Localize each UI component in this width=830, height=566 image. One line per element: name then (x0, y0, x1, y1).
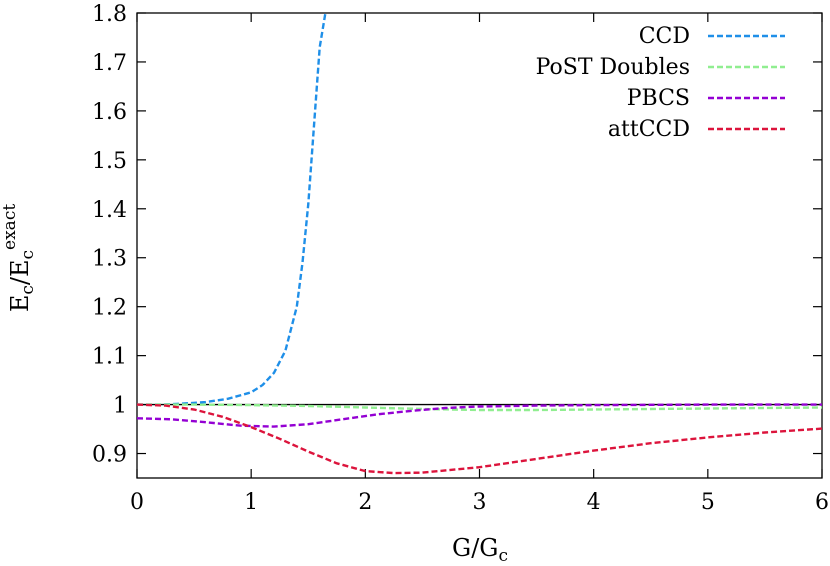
legend-label: PBCS (627, 86, 690, 111)
legend-item: CCD (639, 24, 785, 49)
y-tick-label: 1.6 (92, 100, 127, 125)
y-tick-label: 0.9 (92, 443, 127, 468)
series-line-post-doubles (137, 403, 822, 412)
x-tick-label: 1 (244, 490, 258, 515)
legend-item: PBCS (627, 86, 785, 111)
axes: 0 1 2 3 4 5 6 0.9 1 1.1 1.2 1.3 1.4 1.5 1.6 1.7 1.8 (92, 2, 829, 515)
y-tick-label: 1.5 (92, 149, 127, 174)
y-axis-label: Ec/Ecexact (0, 204, 38, 313)
y-tick-label: 1.7 (92, 51, 127, 76)
legend: CCD PoST Doubles PBCS attCCD (536, 24, 785, 142)
legend-label: CCD (639, 24, 690, 49)
x-tick-label: 4 (587, 490, 601, 515)
y-tick-label: 1.4 (92, 198, 127, 223)
x-tick-label: 0 (130, 490, 144, 515)
plot-frame (136, 12, 823, 479)
legend-label: attCCD (608, 117, 690, 142)
y-tick-label: 1.2 (92, 296, 127, 321)
series-line-attccd (137, 403, 822, 475)
x-tick-label: 5 (701, 490, 715, 515)
series-line-ccd (137, 13, 327, 406)
x-tick-label: 2 (358, 490, 372, 515)
x-tick-label: 6 (815, 490, 829, 515)
y-tick-label: 1 (113, 394, 127, 419)
y-tick-label: 1.3 (92, 247, 127, 272)
series-line-pbcs (137, 403, 822, 428)
x-axis-label: G/Gc (452, 534, 508, 566)
x-tick-label: 3 (473, 490, 487, 515)
y-tick-label: 1.1 (92, 345, 127, 370)
legend-label: PoST Doubles (536, 55, 690, 80)
legend-item: PoST Doubles (536, 55, 785, 80)
series-layer (137, 13, 822, 475)
y-tick-label: 1.8 (92, 2, 127, 27)
legend-item: attCCD (608, 117, 785, 142)
